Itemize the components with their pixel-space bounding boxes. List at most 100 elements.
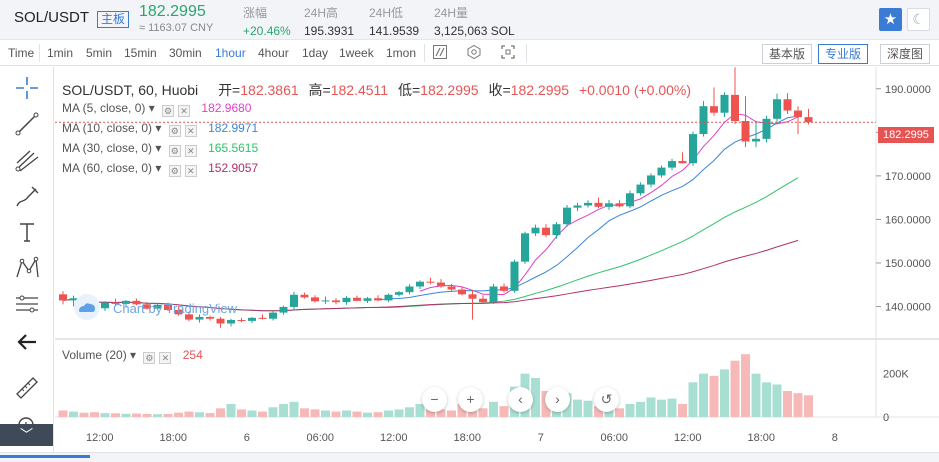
candle-body <box>269 312 277 319</box>
crosshair-icon[interactable] <box>12 73 42 103</box>
zoom-in-button[interactable]: + <box>458 387 483 412</box>
volume-label: Volume (20) <box>62 348 127 362</box>
scroll-left-button[interactable]: ‹ <box>508 387 533 412</box>
stat-change: 涨幅 +20.46% <box>243 4 291 38</box>
volume-bar <box>247 410 257 417</box>
ohlc-legend: SOL/USDT, 60, Huobi 开=182.3861 高=182.451… <box>62 80 691 100</box>
gear-icon[interactable]: ⚙ <box>168 145 181 157</box>
mode-depth-button[interactable]: 深度图 <box>880 44 931 64</box>
scroll-thumb[interactable] <box>0 455 90 458</box>
volume-bar <box>289 401 299 417</box>
candle-body <box>762 118 771 139</box>
time-tick-label: 6 <box>244 432 250 444</box>
gear-icon[interactable]: ⚙ <box>168 165 181 177</box>
zoom-out-button[interactable]: − <box>422 387 447 412</box>
ma-label: MA (30, close, 0) <box>62 141 153 155</box>
candle-body <box>542 227 550 236</box>
candle-body <box>395 292 403 295</box>
watermark-text: Chart by TradingView <box>113 301 238 316</box>
brush-icon[interactable] <box>12 181 42 211</box>
volume-bar <box>142 413 152 417</box>
candle-body <box>720 94 729 113</box>
volume-legend[interactable]: Volume (20) ▾ ⚙ ✕ 254 <box>62 348 203 364</box>
gear-icon[interactable]: ⚙ <box>143 352 156 364</box>
time-tick-label: 18:00 <box>453 432 481 444</box>
ma30-legend[interactable]: MA (30, close, 0) ▾ ⚙ ✕ 165.5615 <box>62 141 259 157</box>
timeframe-1week[interactable]: 1week <box>339 46 374 60</box>
timeframe-1mon[interactable]: 1mon <box>386 46 417 60</box>
last-price: 182.2995 <box>139 3 206 20</box>
close-icon[interactable]: ✕ <box>184 145 197 157</box>
bottom-scrollbar[interactable] <box>0 452 939 462</box>
ma-label: MA (60, close, 0) <box>62 161 153 175</box>
close-icon[interactable]: ✕ <box>159 352 172 364</box>
candle-body <box>447 286 456 290</box>
candle-body <box>699 106 708 135</box>
ma5-legend[interactable]: MA (5, close, 0) ▾ ⚙ ✕ 182.9680 <box>62 101 252 117</box>
scroll-right-button[interactable]: › <box>545 387 570 412</box>
chevron-down-icon[interactable]: ﹀ <box>0 424 53 446</box>
timeframe-30min[interactable]: 30min <box>169 46 202 60</box>
compare-icon[interactable] <box>430 44 450 63</box>
time-tick-label: 18:00 <box>747 432 775 444</box>
settings-hex-icon[interactable] <box>464 44 484 63</box>
volume-bar <box>447 410 456 417</box>
timeframe-1day[interactable]: 1day <box>302 46 329 60</box>
volume-bar <box>678 404 687 417</box>
open-label: 开= <box>218 82 241 98</box>
volume-bar <box>79 412 89 417</box>
volume-bar <box>310 409 320 417</box>
volume-bar <box>184 411 194 417</box>
timeframe-4hour[interactable]: 4hour <box>258 46 289 60</box>
timeframe-1hour[interactable]: 1hour <box>215 46 246 60</box>
timeframe-1min[interactable]: 1min <box>47 46 74 60</box>
candle-body <box>605 203 613 207</box>
volume-bar <box>783 391 792 417</box>
mode-pro-button[interactable]: 专业版 <box>818 44 869 64</box>
timeframe-time[interactable]: Time <box>8 46 35 60</box>
trend-line-icon[interactable] <box>12 109 42 139</box>
stat-value: 3,125,063 SOL <box>434 24 515 38</box>
cny-price: ≈ 1163.07 CNY <box>139 22 214 34</box>
text-tool-icon[interactable] <box>12 217 42 247</box>
time-tick-label: 06:00 <box>306 432 334 444</box>
back-arrow-icon[interactable] <box>12 327 42 357</box>
candle-body <box>248 317 256 321</box>
ma-value: 165.5615 <box>208 141 259 155</box>
mode-basic-button[interactable]: 基本版 <box>762 44 813 64</box>
candle-body <box>678 161 687 164</box>
timeframe-15min[interactable]: 15min <box>124 46 157 60</box>
favorite-star-icon[interactable]: ★ <box>879 8 902 31</box>
close-icon[interactable]: ✕ <box>184 165 197 177</box>
candle-body <box>426 281 435 283</box>
low-value: 182.2995 <box>420 82 479 98</box>
stat-label: 24H高 <box>304 6 339 20</box>
pitchfork-icon[interactable] <box>12 145 42 175</box>
volume-bar <box>478 408 488 417</box>
volume-bar <box>394 409 404 417</box>
gear-icon[interactable]: ⚙ <box>162 105 175 117</box>
candle-body <box>164 304 172 310</box>
volume-bar <box>615 408 624 417</box>
reset-chart-button[interactable]: ↺ <box>594 387 619 412</box>
prediction-icon[interactable] <box>12 289 42 319</box>
close-icon[interactable]: ✕ <box>178 105 191 117</box>
candle-body <box>311 297 319 302</box>
ma60-legend[interactable]: MA (60, close, 0) ▾ ⚙ ✕ 152.9057 <box>62 161 259 177</box>
ruler-icon[interactable] <box>12 373 42 403</box>
volume-bar <box>205 413 215 417</box>
stat-volume: 24H量 3,125,063 SOL <box>434 4 515 38</box>
volume-bar <box>604 407 614 417</box>
gear-icon[interactable]: ⚙ <box>168 125 181 137</box>
candle-body <box>216 318 225 324</box>
ma10-legend[interactable]: MA (10, close, 0) ▾ ⚙ ✕ 182.9971 <box>62 121 259 137</box>
timeframe-5min[interactable]: 5min <box>86 46 113 60</box>
candle-body <box>195 316 204 320</box>
close-icon[interactable]: ✕ <box>184 125 197 137</box>
chart-toolbar: Time 1min 5min 15min 30min 1hour 4hour 1… <box>0 41 939 66</box>
fullscreen-icon[interactable] <box>498 44 518 63</box>
moon-icon[interactable]: ☾ <box>907 8 930 31</box>
pattern-icon[interactable] <box>12 253 42 283</box>
candle-body <box>321 300 330 302</box>
volume-bar <box>489 401 498 417</box>
